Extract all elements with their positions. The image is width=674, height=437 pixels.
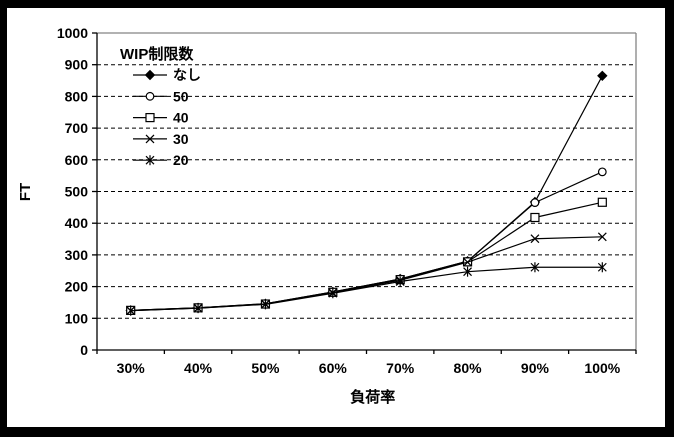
y-tick-label-600: 600 — [65, 152, 89, 168]
series-line-0 — [130, 75, 603, 311]
y-tick-label-1000: 1000 — [57, 25, 88, 41]
x-tick-label-90%: 90% — [521, 360, 550, 376]
y-tick-label-100: 100 — [65, 310, 89, 326]
y-tick-label-800: 800 — [65, 88, 89, 104]
legend-title: WIP制限数 — [120, 45, 194, 63]
data-point-s0-100% — [597, 70, 608, 82]
x-tick-label-50%: 50% — [251, 360, 280, 376]
legend-label-1: 50 — [173, 88, 189, 104]
legend-marker-2 — [145, 112, 155, 123]
data-point-s2-90% — [530, 212, 540, 223]
x-tick-label-100%: 100% — [584, 360, 620, 376]
y-tick-label-200: 200 — [65, 279, 89, 295]
x-tick-label-60%: 60% — [319, 360, 348, 376]
data-point-s3-100% — [597, 232, 607, 242]
legend-label-3: 30 — [173, 131, 189, 147]
chart-canvas: 0 100 200 300 400 500 600 700 800 900 1000 30% 40% 50… — [7, 8, 665, 427]
y-tick-label-700: 700 — [65, 120, 89, 136]
x-tick-label-30%: 30% — [117, 360, 146, 376]
legend-label-2: 40 — [173, 110, 189, 126]
y-axis-title: FT — [17, 183, 34, 201]
y-tick-label-400: 400 — [65, 215, 89, 231]
legend-marker-0 — [144, 69, 156, 81]
data-point-s1-90% — [530, 198, 540, 207]
legend-marker-1 — [145, 91, 155, 101]
x-tick-label-40%: 40% — [184, 360, 213, 376]
data-point-s1-100% — [597, 167, 607, 177]
data-point-s2-100% — [597, 197, 607, 207]
legend-label-0: なし — [173, 67, 201, 83]
x-tick-label-70%: 70% — [386, 360, 415, 376]
series-line-4 — [130, 266, 603, 312]
ft-vs-load-line-chart: 0 100 200 300 400 500 600 700 800 900 1000 30% 40% 50… — [17, 25, 637, 406]
y-tick-label-900: 900 — [65, 57, 89, 73]
data-point-s3-90% — [530, 234, 540, 244]
y-tick-label-300: 300 — [65, 247, 89, 263]
legend-label-4: 20 — [173, 152, 189, 168]
y-tick-label-500: 500 — [65, 184, 89, 200]
legend-marker-3 — [145, 134, 155, 144]
x-tick-label-80%: 80% — [454, 360, 483, 376]
y-tick-label-0: 0 — [80, 342, 88, 358]
series-line-1 — [130, 171, 603, 311]
data-point-s3-80% — [463, 257, 472, 267]
series-line-3 — [130, 236, 603, 312]
x-axis-title: 負荷率 — [350, 388, 395, 406]
